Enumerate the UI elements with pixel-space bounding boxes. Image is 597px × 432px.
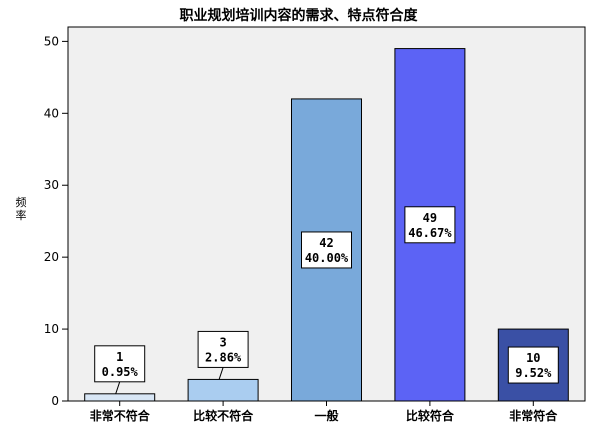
data-label-box <box>301 231 352 269</box>
data-label-percent: 0.95% <box>102 365 139 379</box>
data-label-count: 49 <box>423 211 437 225</box>
data-label-box <box>404 206 456 244</box>
bar-1 <box>84 393 156 402</box>
y-tick-label: 0 <box>51 394 59 408</box>
data-label-percent: 9.52% <box>515 366 552 380</box>
y-tick-label: 30 <box>44 178 59 192</box>
data-label-percent: 40.00% <box>305 251 349 265</box>
y-axis-label: 频率 <box>15 196 27 222</box>
data-label-leader <box>218 367 224 380</box>
data-label-count: 1 <box>116 350 123 364</box>
x-tick-label: 非常不符合 <box>90 408 151 423</box>
data-label-count: 10 <box>526 351 540 365</box>
bar-2 <box>187 378 259 402</box>
y-tick-label: 40 <box>44 106 59 120</box>
data-label-box <box>197 330 249 368</box>
data-label-box <box>507 346 559 384</box>
x-tick-label: 比较符合 <box>406 408 455 423</box>
data-label-percent: 46.67% <box>408 226 452 240</box>
data-label-percent: 2.86% <box>205 350 242 364</box>
x-tick-label: 比较不符合 <box>193 408 254 423</box>
axes-group: 0 10 20 30 40 50 非常不符合 比较不符合 一般 比较符合 非常符合 <box>44 34 559 423</box>
y-tick-label: 20 <box>44 250 59 264</box>
data-label-count: 3 <box>219 335 226 349</box>
x-tick-label: 一般 <box>314 408 338 423</box>
data-label-count: 42 <box>319 236 333 250</box>
y-tick-label: 10 <box>44 322 59 336</box>
data-label-leader <box>115 381 121 394</box>
chart-title: 职业规划培训内容的需求、特点符合度 <box>179 8 418 24</box>
x-tick-label: 非常符合 <box>509 408 558 423</box>
data-label-box <box>94 345 146 383</box>
y-tick-label: 50 <box>44 34 59 48</box>
